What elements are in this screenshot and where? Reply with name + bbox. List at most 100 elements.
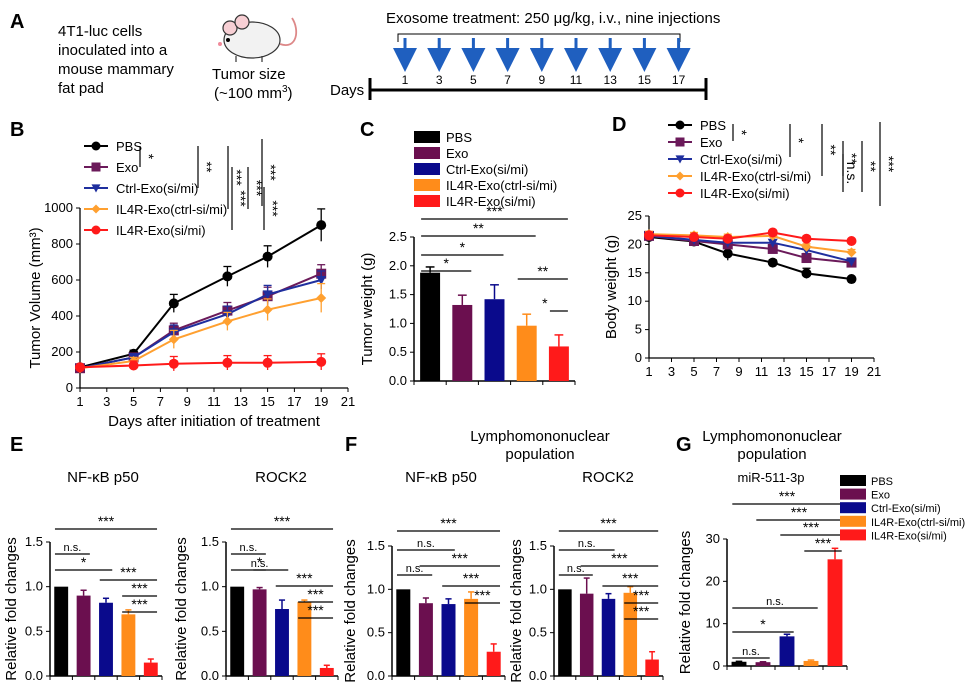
x-tick-label: 17 [822, 364, 836, 379]
panel-f-letter: F [345, 434, 357, 456]
significance-label: * [443, 255, 449, 271]
injection-day-label: 9 [538, 73, 545, 87]
legend-label: IL4R-Exo(si/mi) [700, 186, 790, 201]
data-point [91, 162, 101, 172]
legend-label: IL4R-Exo(ctrl-si/mi) [871, 517, 965, 529]
data-point [722, 233, 733, 244]
injection-day-label: 1 [402, 73, 409, 87]
significance-label: ** [473, 220, 484, 236]
legend-label: PBS [116, 139, 142, 154]
significance-label: *** [274, 513, 291, 529]
y-tick-label: 1.5 [529, 538, 547, 553]
x-tick-label: 1 [76, 394, 83, 409]
series-line [79, 224, 322, 369]
data-point [168, 298, 179, 309]
chart-title: miR-511-3p [738, 470, 805, 485]
bar-IL4R-Exo(si/mi) [827, 559, 843, 666]
bar-Exo [452, 304, 473, 381]
y-tick-label: 0 [713, 658, 720, 673]
series-line [79, 297, 322, 370]
panel-f-header-2: population [505, 446, 574, 463]
bar-PBS [420, 272, 441, 381]
bar-Exo [252, 589, 267, 676]
cells-text-line-3: mouse mammary [58, 61, 174, 78]
bar-IL4R-Exo(ctrl-si/mi) [464, 598, 479, 676]
y-tick-label: 0.0 [529, 668, 547, 683]
data-point [675, 188, 685, 198]
y-tick-label: 200 [51, 344, 73, 359]
x-tick-label: 19 [844, 364, 858, 379]
significance-label: *** [881, 156, 897, 173]
data-point [801, 241, 812, 252]
chart-B: 1 3 5 7 9 11 13 15 17 19 2102004006008001000Tumor … [27, 139, 355, 430]
x-tick-label: 7 [713, 364, 720, 379]
data-point [91, 204, 101, 214]
y-tick-label: 1.0 [389, 315, 407, 330]
y-tick-label: 1.0 [529, 581, 547, 596]
x-tick-label: 21 [867, 364, 881, 379]
bar-Ctrl-Exo(si/mi) [441, 604, 456, 676]
significance-label: * [141, 154, 157, 160]
x-tick-label: 1 [645, 364, 652, 379]
significance-label: * [734, 130, 750, 136]
chart-F2: 0.0 0.5 1.0 1.5 Relative fold changes ROCK2 **… [508, 469, 664, 683]
y-tick-label: 0.5 [367, 625, 385, 640]
series-Exo [75, 264, 327, 374]
y-tick-label: 30 [706, 531, 720, 546]
series-Ctrl-Exo(si/mi) [75, 270, 327, 374]
injection-day-label: 5 [470, 73, 477, 87]
treatment-label: Exosome treatment: 250 μg/kg, i.v., nine… [386, 10, 720, 27]
tumor-size-line-2: (~100 mm3) [214, 84, 293, 102]
legend-label: Ctrl-Exo(si/mi) [871, 503, 941, 515]
chart-E1: 0.0 0.5 1.0 1.5 Relative fold changes NF-κB p… [3, 469, 163, 683]
series-IL4R-Exo(si/mi) [644, 227, 857, 246]
y-tick-label: 5 [635, 322, 642, 337]
significance-label: *** [611, 550, 628, 566]
y-tick-label: 2.5 [389, 229, 407, 244]
series-IL4R-Exo(si/mi) [75, 353, 327, 373]
panel-a: A 4T1-luc cells inoculated into a mouse … [10, 10, 720, 102]
y-tick-label: 1.5 [201, 534, 219, 549]
significance-label: * [760, 616, 766, 632]
bar-Ctrl-Exo(si/mi) [275, 609, 289, 676]
significance-label: *** [131, 580, 148, 596]
significance-label: ** [537, 263, 548, 279]
data-point [75, 362, 85, 373]
data-point [689, 232, 699, 243]
significance-label: ** [863, 161, 879, 172]
significance-label: * [460, 239, 466, 255]
data-point [846, 247, 857, 258]
x-tick-label: 13 [777, 364, 791, 379]
y-tick-label: 1000 [44, 200, 73, 215]
series-line [79, 272, 322, 370]
legend-label: IL4R-Exo(ctrl-si/mi) [116, 202, 227, 217]
bar-IL4R-Exo(si/mi) [143, 662, 158, 676]
significance-label: *** [265, 200, 281, 217]
bar-IL4R-Exo(ctrl-si/mi) [803, 660, 819, 666]
x-tick-label: 15 [799, 364, 813, 379]
x-tick-label: 9 [184, 394, 191, 409]
significance-label: * [257, 554, 263, 570]
data-point [262, 290, 273, 300]
y-tick-label: 20 [706, 573, 720, 588]
bar-PBS [731, 661, 747, 666]
series-line [79, 360, 322, 369]
y-tick-label: 25 [628, 208, 642, 223]
panel-e-letter: E [10, 434, 23, 456]
legend-label: IL4R-Exo(si/mi) [116, 223, 206, 238]
data-point [801, 268, 812, 279]
legend-swatch [414, 147, 440, 159]
y-axis-label: Tumor weight (g) [359, 253, 376, 366]
y-tick-label: 0.0 [201, 668, 219, 683]
panel-c-letter: C [360, 119, 374, 141]
x-tick-label: 9 [735, 364, 742, 379]
significance-label: *** [229, 169, 245, 186]
legend-label: PBS [446, 130, 472, 145]
legend-swatch [840, 502, 866, 514]
data-point [722, 248, 733, 259]
injection-day-label: 11 [570, 73, 583, 87]
x-tick-label: 7 [157, 394, 164, 409]
data-point [91, 141, 101, 151]
